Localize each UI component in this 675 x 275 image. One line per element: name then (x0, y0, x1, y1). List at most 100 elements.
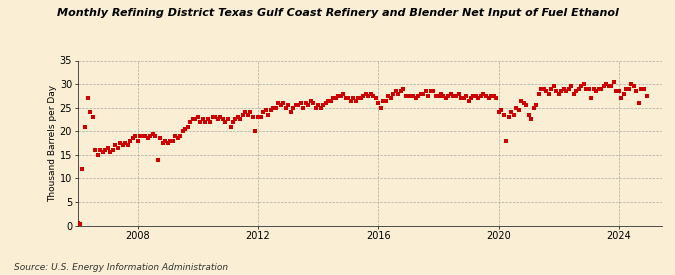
Point (628, 84, 639, 89)
Point (526, 117, 537, 122)
Point (119, 141, 130, 145)
Point (488, 94, 499, 98)
Point (536, 87, 547, 91)
Point (473, 96, 484, 100)
Point (82, 96, 93, 100)
Point (476, 94, 487, 98)
Point (641, 94, 652, 98)
Point (598, 84, 609, 89)
Point (378, 98, 389, 103)
Point (260, 108, 271, 112)
Point (513, 108, 524, 112)
Point (103, 145, 113, 150)
Point (558, 87, 569, 91)
Point (207, 115, 218, 119)
Point (185, 120, 196, 124)
Point (390, 89, 401, 93)
Point (624, 87, 634, 91)
Point (330, 96, 341, 100)
Point (518, 101, 529, 105)
Point (346, 98, 356, 103)
Point (105, 150, 115, 155)
Point (443, 94, 454, 98)
Point (277, 101, 288, 105)
Point (202, 117, 213, 122)
Point (142, 136, 153, 141)
Point (503, 115, 514, 119)
Point (153, 157, 163, 162)
Point (140, 134, 151, 138)
Point (172, 136, 183, 141)
Point (248, 115, 259, 119)
Point (315, 105, 326, 110)
Point (192, 115, 203, 119)
Point (548, 84, 559, 89)
Point (393, 91, 404, 96)
Point (468, 94, 479, 98)
Point (182, 124, 193, 129)
Point (493, 110, 504, 115)
Point (267, 105, 278, 110)
Point (147, 131, 158, 136)
Point (310, 105, 321, 110)
Point (458, 96, 469, 100)
Point (578, 82, 589, 86)
Text: Monthly Refining District Texas Gulf Coast Refinery and Blender Net Input of Fue: Monthly Refining District Texas Gulf Coa… (57, 8, 618, 18)
Point (498, 112, 509, 117)
Point (288, 105, 298, 110)
Point (335, 94, 346, 98)
Point (92, 153, 103, 157)
Point (410, 96, 421, 100)
Point (235, 117, 246, 122)
Point (72, 221, 83, 225)
Point (87, 115, 98, 119)
Point (566, 84, 576, 89)
Point (273, 101, 284, 105)
Point (125, 138, 136, 143)
Point (180, 127, 191, 131)
Point (470, 94, 481, 98)
Point (481, 94, 491, 98)
Point (217, 117, 228, 122)
Point (589, 87, 599, 91)
Point (250, 129, 261, 133)
Point (232, 115, 243, 119)
Point (313, 103, 323, 108)
Point (255, 115, 266, 119)
Point (425, 89, 436, 93)
Point (413, 94, 424, 98)
Point (340, 96, 351, 100)
Point (423, 94, 434, 98)
Point (325, 98, 336, 103)
Point (591, 89, 601, 93)
Point (283, 103, 294, 108)
Point (506, 110, 516, 115)
Point (258, 110, 269, 115)
Point (408, 94, 418, 98)
Point (240, 110, 251, 115)
Point (245, 110, 256, 115)
Point (293, 103, 304, 108)
Point (564, 87, 574, 91)
Point (596, 87, 607, 91)
Point (355, 96, 366, 100)
Point (485, 94, 496, 98)
Point (460, 94, 471, 98)
Point (568, 91, 579, 96)
Point (441, 96, 452, 100)
Point (403, 94, 414, 98)
Point (205, 120, 216, 124)
Point (333, 94, 344, 98)
Point (583, 87, 594, 91)
Point (554, 91, 564, 96)
Point (227, 120, 238, 124)
Point (328, 96, 339, 100)
Point (556, 89, 567, 93)
Point (406, 94, 416, 98)
Point (618, 91, 629, 96)
Point (608, 79, 619, 84)
Point (318, 103, 329, 108)
Point (215, 115, 226, 119)
Point (95, 148, 105, 152)
Point (446, 91, 456, 96)
